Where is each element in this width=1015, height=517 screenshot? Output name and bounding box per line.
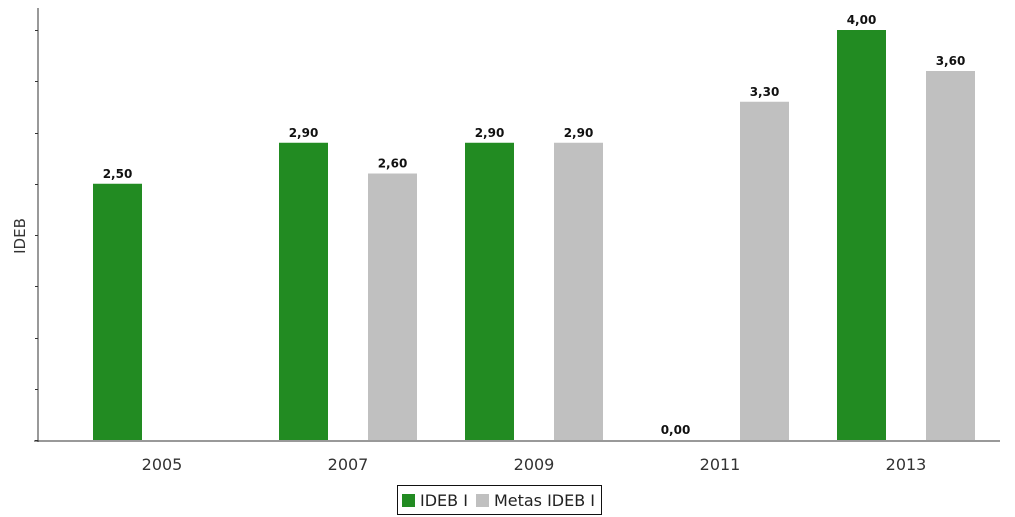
- data-label-ideb-2007: 2,90: [289, 126, 319, 140]
- bar-metas-2013[interactable]: [926, 71, 975, 440]
- legend-item-ideb[interactable]: IDEB I: [402, 491, 468, 510]
- y-axis-ticks: [35, 30, 38, 441]
- data-label-metas-2007: 2,60: [378, 157, 408, 171]
- bar-metas-2009[interactable]: [554, 142, 603, 440]
- legend: IDEB I Metas IDEB I: [397, 485, 603, 515]
- data-label-metas-2011: 3,30: [750, 85, 780, 99]
- bar-ideb-2009[interactable]: [465, 142, 514, 440]
- legend-swatch-ideb: [402, 493, 415, 507]
- data-label-ideb-2011: 0,00: [661, 423, 691, 437]
- bar-ideb-2005[interactable]: [93, 183, 142, 440]
- legend-swatch-metas: [475, 493, 489, 507]
- legend-label-ideb: IDEB I: [420, 490, 468, 510]
- data-label-ideb-2009: 2,90: [475, 126, 505, 140]
- data-label-metas-2013: 3,60: [936, 54, 966, 68]
- x-tick-label-2009: 2009: [514, 455, 555, 474]
- x-tick-label-2011: 2011: [700, 455, 741, 474]
- bar-metas-2011[interactable]: [740, 101, 789, 440]
- bar-metas-2007[interactable]: [368, 173, 417, 441]
- axes-layer: 2005 2007 2009 2011 2013 IDEB: [11, 8, 1000, 474]
- bar-ideb-2013[interactable]: [837, 30, 886, 440]
- data-label-ideb-2005: 2,50: [103, 167, 133, 181]
- bars-layer: [93, 30, 975, 440]
- data-label-metas-2009: 2,90: [564, 126, 594, 140]
- bar-ideb-2007[interactable]: [279, 142, 328, 440]
- x-tick-label-2005: 2005: [142, 455, 183, 474]
- x-tick-label-2007: 2007: [328, 455, 369, 474]
- x-tick-label-2013: 2013: [886, 455, 927, 474]
- legend-item-metas[interactable]: Metas IDEB I: [475, 490, 596, 510]
- y-axis-title: IDEB: [11, 218, 29, 254]
- data-label-ideb-2013: 4,00: [847, 13, 877, 27]
- x-axis-tick-labels: 2005 2007 2009 2011 2013: [142, 455, 927, 474]
- data-labels-layer: 2,50 2,90 2,90 0,00 4,00 2,60 2,90 3,30 3,60: [103, 13, 966, 437]
- legend-label-metas: Metas IDEB I: [493, 490, 596, 510]
